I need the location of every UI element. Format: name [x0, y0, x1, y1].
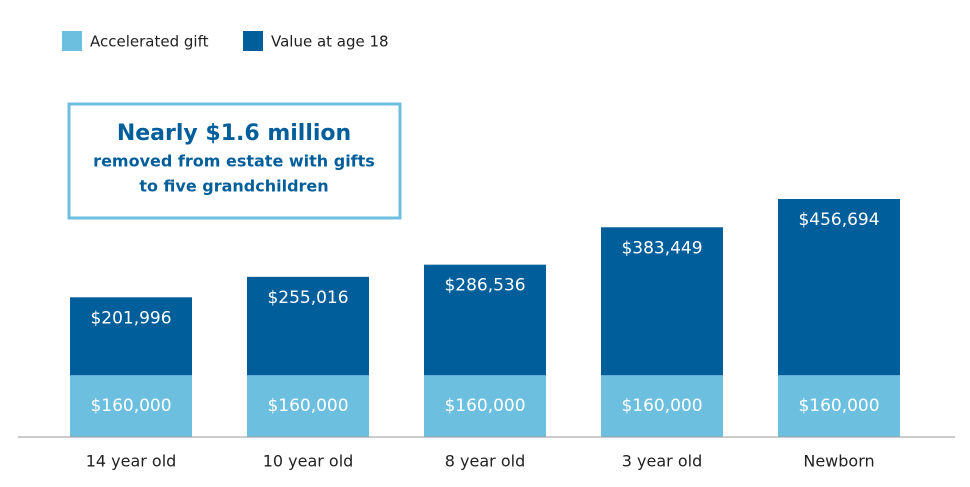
annotation-title: Nearly $1.6 million [117, 121, 351, 146]
bar-segment [601, 227, 723, 376]
value-label: $160,000 [444, 396, 525, 416]
value-label: $456,694 [798, 210, 879, 230]
value-label: $201,996 [90, 308, 171, 328]
legend-swatch [62, 31, 82, 51]
value-label: $160,000 [90, 396, 171, 416]
x-tick-label: 10 year old [263, 452, 354, 471]
legend-label: Value at age 18 [271, 33, 389, 51]
value-label: $255,016 [267, 288, 348, 308]
value-label: $383,449 [621, 238, 702, 258]
annotation-line: to five grandchildren [139, 177, 328, 196]
legend-label: Accelerated gift [90, 33, 209, 51]
x-tick-label: Newborn [803, 452, 874, 471]
annotation-line: removed from estate with gifts [93, 152, 375, 171]
bar-segment [70, 297, 192, 376]
x-tick-label: 3 year old [622, 452, 702, 471]
bar-segment [778, 199, 900, 376]
x-tick-label: 8 year old [445, 452, 525, 471]
annotation-box [67, 102, 402, 220]
bar-segment [247, 375, 369, 437]
x-tick-label: 14 year old [86, 452, 177, 471]
value-label: $160,000 [267, 396, 348, 416]
bar-segment [424, 375, 546, 437]
bar-segment [778, 375, 900, 437]
legend-swatch [243, 31, 263, 51]
bar-segment [247, 276, 369, 376]
bar-segment [70, 375, 192, 437]
value-label: $160,000 [798, 396, 879, 416]
bar-segment [424, 264, 546, 376]
bar-segment [601, 375, 723, 437]
value-label: $286,536 [444, 276, 525, 296]
value-label: $160,000 [621, 396, 702, 416]
